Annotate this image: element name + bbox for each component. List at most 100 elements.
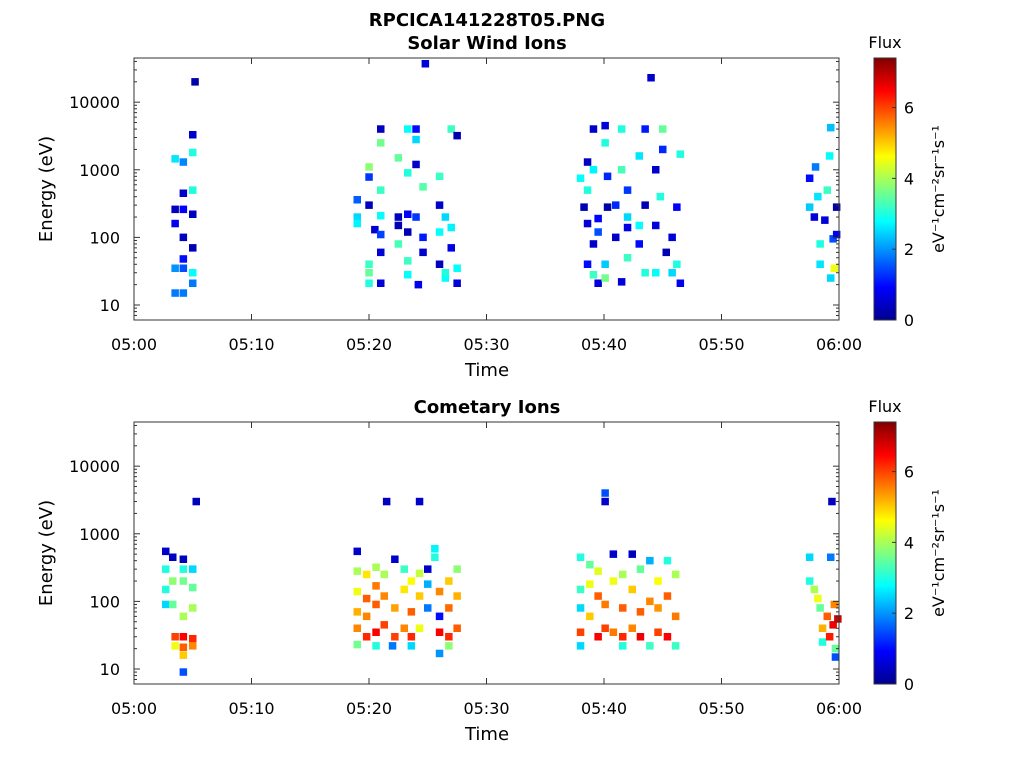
heatmap-cell (441, 269, 450, 277)
heatmap-cell (362, 570, 371, 579)
heatmap-cell (594, 567, 602, 575)
heatmap-cell (828, 497, 836, 506)
heatmap-cell (831, 644, 840, 653)
heatmap-cell (816, 240, 824, 248)
heatmap-cell (589, 271, 598, 279)
heatmap-cell (656, 192, 665, 201)
heatmap-cell (372, 628, 380, 636)
heatmap-cell (825, 633, 834, 641)
heatmap-cell (445, 604, 453, 612)
heatmap-cell (818, 624, 827, 632)
heatmap-cell (424, 580, 432, 588)
heatmap-cell (623, 213, 632, 221)
heatmap-cell (810, 585, 819, 594)
heatmap-cell (646, 642, 654, 650)
heatmap-cell (617, 125, 626, 133)
heatmap-cell (372, 642, 380, 650)
heatmap-cell (676, 150, 685, 158)
heatmap-cell (377, 186, 385, 194)
heatmap-cell (407, 577, 416, 585)
heatmap-cells (171, 60, 841, 297)
heatmap-cell (647, 74, 655, 82)
heatmap-cell (424, 604, 432, 612)
heatmap-cell (171, 155, 179, 163)
heatmap-cell (652, 269, 660, 277)
heatmap-cell (179, 643, 188, 651)
heatmap-cell (380, 592, 388, 600)
heatmap-cell (372, 582, 380, 590)
heatmap-cell (388, 642, 397, 650)
x-tick-label: 05:10 (228, 335, 274, 354)
plot-frame (133, 421, 840, 685)
x-tick-label: 05:00 (111, 699, 157, 718)
heatmap-cell (445, 642, 453, 650)
heatmap-cell (447, 125, 455, 133)
heatmap-cell (365, 201, 373, 209)
heatmap-cell (412, 135, 420, 144)
heatmap-cell (377, 279, 385, 287)
heatmap-cell (179, 651, 188, 659)
y-tick-label: 100 (89, 592, 120, 611)
heatmap-cell (391, 555, 399, 563)
heatmap-cell (189, 148, 197, 157)
heatmap-cell (371, 225, 379, 234)
x-tick-label: 05:30 (463, 699, 509, 718)
heatmap-cell (169, 553, 177, 561)
heatmap-cell (652, 221, 660, 230)
heatmap-cell (453, 279, 461, 287)
heatmap-cell (805, 203, 814, 211)
heatmap-cell (576, 585, 585, 594)
y-tick-label: 10 (100, 296, 120, 315)
x-axis-label: Time (464, 360, 509, 381)
heatmap-cell (832, 230, 841, 239)
heatmap-cell (353, 219, 361, 228)
heatmap-cell (380, 570, 388, 579)
heatmap-cell (636, 633, 645, 641)
heatmap-cell (171, 219, 179, 228)
heatmap-cell (576, 628, 585, 636)
heatmap-cell (382, 497, 391, 506)
heatmap-cell (447, 223, 455, 232)
y-axis: 10 100 1000 10000 (69, 424, 839, 685)
heatmap-cell (619, 604, 627, 612)
heatmap-cell (601, 260, 609, 268)
heatmap-cell (619, 633, 627, 641)
heatmap-cell (654, 628, 662, 636)
heatmap-cell (171, 289, 179, 297)
heatmap-cell (805, 553, 814, 561)
colorbar-gradient (873, 57, 897, 321)
heatmap-cell (365, 260, 373, 268)
heatmap-cell (601, 489, 609, 497)
heatmap-cell (353, 567, 361, 575)
heatmap-cell (400, 585, 408, 594)
heatmap-cell (171, 205, 179, 214)
colorbar-tick-label: 6 (904, 463, 914, 482)
heatmap-cell (377, 125, 385, 133)
heatmap-cell (179, 255, 188, 263)
y-tick-label: 10000 (69, 457, 120, 476)
heatmap-cell (162, 565, 170, 573)
heatmap-cell (823, 612, 831, 621)
heatmap-cell (603, 203, 612, 211)
x-tick-label: 05:20 (346, 335, 392, 354)
heatmap-cell (162, 585, 170, 594)
heatmap-cell (445, 577, 453, 585)
heatmap-cell (805, 174, 814, 182)
heatmap-cell (628, 624, 636, 632)
panel-title: Cometary Ions (414, 397, 561, 418)
heatmap-cell (162, 547, 170, 556)
heatmap-cell (400, 565, 408, 573)
heatmap-cell (365, 173, 373, 181)
heatmap-cell (586, 560, 594, 569)
heatmap-cell (365, 163, 373, 171)
heatmap-cell (362, 633, 371, 641)
heatmap-cell (435, 201, 444, 209)
heatmap-cell (189, 279, 197, 287)
heatmap-cell (668, 233, 676, 242)
y-axis: 10 100 1000 10000 (69, 60, 839, 321)
heatmap-cell (189, 210, 197, 218)
heatmap-cell (189, 244, 197, 252)
heatmap-cell (171, 264, 179, 272)
heatmap-cell (617, 166, 626, 174)
